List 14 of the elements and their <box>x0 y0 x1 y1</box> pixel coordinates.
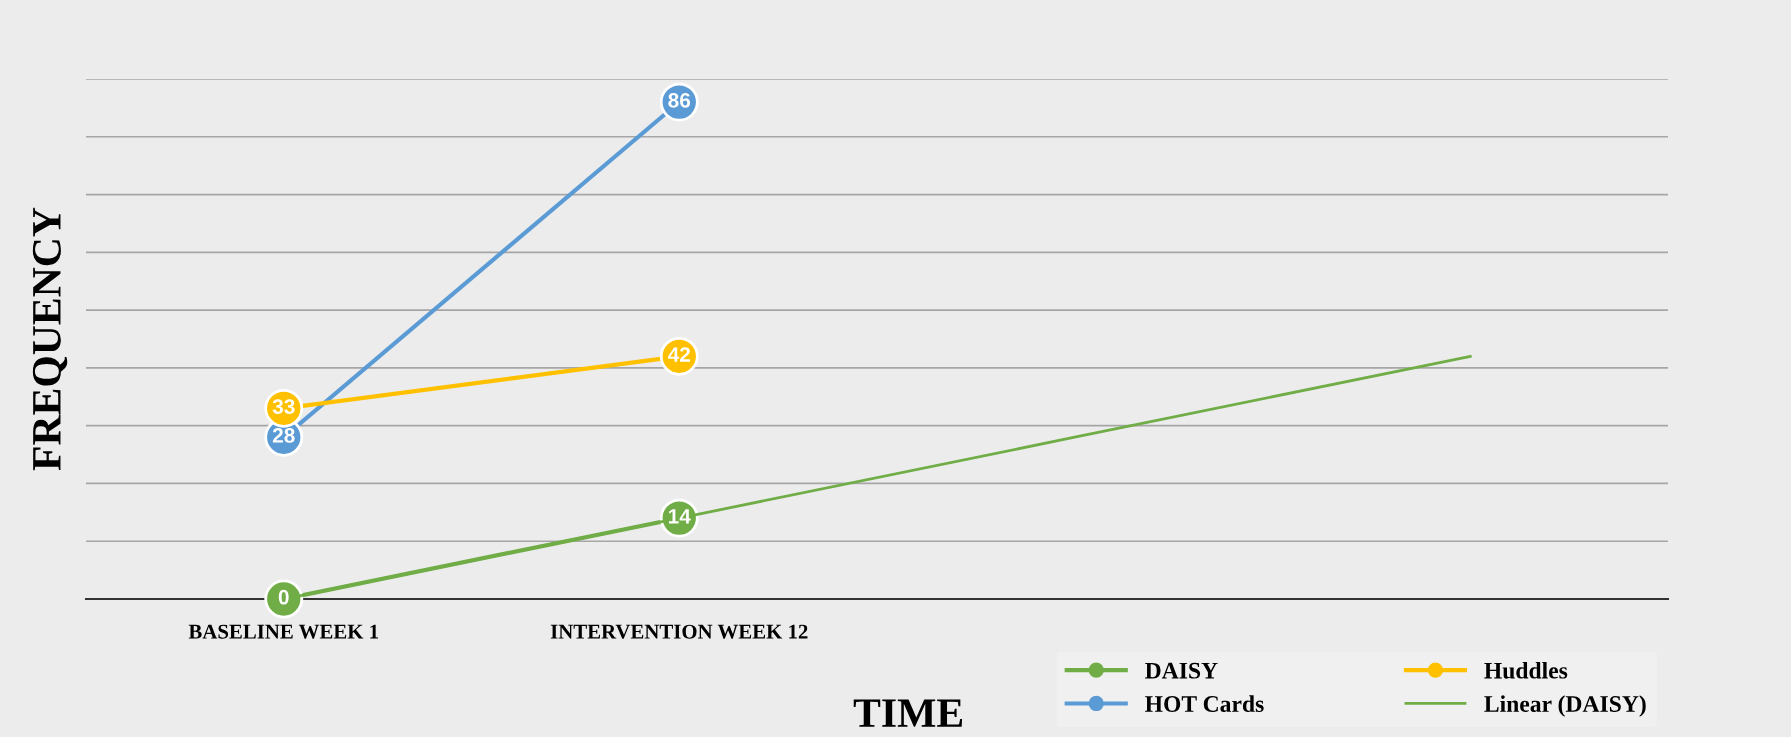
data-label: 86 <box>668 92 691 108</box>
legend-label: Linear (DAISY) <box>1484 695 1646 717</box>
data-label: 14 <box>668 509 691 524</box>
data-label: 28 <box>272 428 295 443</box>
data-label: 0 <box>278 589 289 605</box>
legend-label: Huddles <box>1484 661 1568 679</box>
legend-label: DAISY <box>1145 662 1218 679</box>
x-axis-title: TIME <box>853 699 963 727</box>
x-tick-label: BASELINE WEEK 1 <box>188 624 378 639</box>
y-axis-title: FREQUENCY <box>32 207 68 471</box>
data-label: 33 <box>272 399 295 414</box>
x-tick-label: INTERVENTION WEEK 12 <box>550 624 808 639</box>
data-label: 42 <box>667 347 690 362</box>
legend-label: HOT Cards <box>1145 695 1264 712</box>
